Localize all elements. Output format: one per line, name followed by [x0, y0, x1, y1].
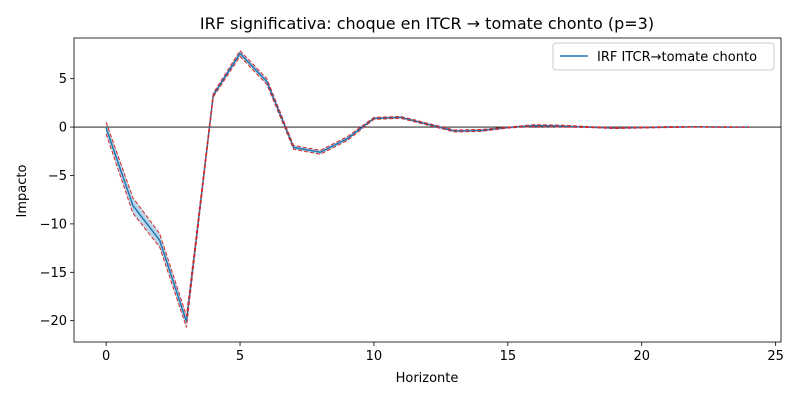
x-tick-label: 15: [500, 349, 517, 364]
x-tick-label: 25: [767, 349, 784, 364]
x-tick-label: 20: [633, 349, 650, 364]
plot-area: 0 5 10 15 20 25 −20 −15 −10 −5 0 5: [40, 37, 784, 364]
legend: IRF ITCR→tomate chonto: [552, 42, 775, 71]
y-axis-label: Impacto: [15, 165, 30, 218]
y-tick-label: −20: [40, 314, 67, 329]
band-lower-line: [105, 55, 749, 328]
y-tick-label: −10: [40, 217, 67, 232]
x-tick-label: 10: [366, 349, 383, 364]
y-tick-label: 5: [59, 72, 67, 87]
x-tick-label: 5: [236, 349, 244, 364]
band-upper-line: [105, 49, 749, 317]
legend-label: IRF ITCR→tomate chonto: [597, 50, 757, 65]
y-tick-label: −15: [40, 266, 67, 281]
axes-frame: [73, 37, 782, 343]
x-axis-label: Horizonte: [396, 371, 459, 386]
chart-title: IRF significativa: choque en ITCR → toma…: [200, 14, 654, 33]
y-tick-label: −5: [48, 169, 67, 184]
y-tick-label: 0: [59, 121, 67, 136]
legend-box: [552, 42, 775, 71]
x-tick-label: 0: [102, 349, 110, 364]
